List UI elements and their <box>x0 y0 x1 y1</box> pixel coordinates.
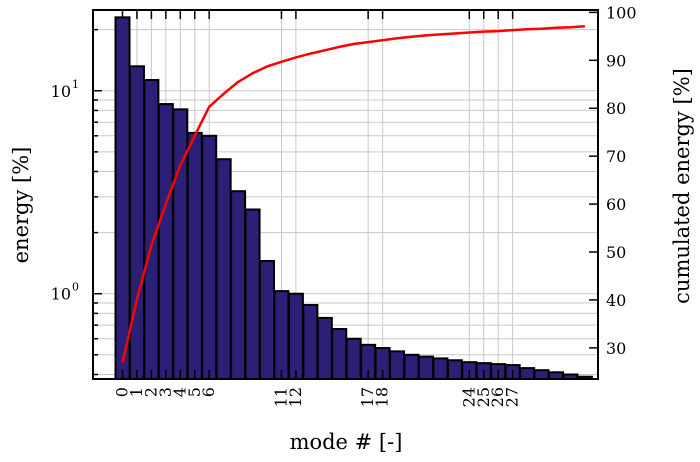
bar <box>201 134 218 380</box>
x-axis-title: mode # [-] <box>290 430 403 454</box>
y-right-tick-label: 30 <box>606 339 626 358</box>
bar <box>287 292 304 380</box>
x-tick-label: 12 <box>286 387 305 407</box>
x-tick-label: 0 <box>113 387 132 397</box>
y-axis-title: energy [%] <box>9 147 33 264</box>
bar <box>345 337 362 380</box>
right-y-axis-title: cumulated energy [%] <box>670 68 694 304</box>
bar <box>172 108 189 381</box>
x-tick-label: 4 <box>170 387 189 397</box>
y-right-tick-label: 90 <box>606 51 626 70</box>
bar <box>389 350 406 381</box>
bar <box>432 357 449 380</box>
y-right-tick-label: 70 <box>606 147 626 166</box>
x-tick-label: 27 <box>503 387 522 407</box>
y-tick-label: 10 <box>51 82 71 101</box>
x-tick-label: 3 <box>156 387 175 397</box>
x-tick-label: 11 <box>271 387 290 407</box>
y-right-tick-label: 50 <box>606 243 626 262</box>
y-right-tick-label: 80 <box>606 99 626 118</box>
y-right-tick-label: 60 <box>606 195 626 214</box>
bar <box>533 369 550 381</box>
x-tick-label: 24 <box>459 387 478 407</box>
x-tick-label: 1 <box>127 387 146 397</box>
x-tick-label: 18 <box>373 387 392 407</box>
x-tick-label: 6 <box>199 387 218 397</box>
bar <box>273 290 290 380</box>
bar <box>302 303 319 380</box>
x-tick-label: 25 <box>474 387 493 407</box>
y-tick-exponent: 0 <box>72 281 79 294</box>
bar <box>331 328 348 380</box>
bar <box>230 190 247 380</box>
bar <box>548 371 564 380</box>
bar <box>128 65 145 380</box>
bar <box>215 158 232 380</box>
y-tick-label: 10 <box>51 285 71 304</box>
axes-layer <box>92 9 599 380</box>
x-tick-label: 26 <box>488 387 507 407</box>
x-tick-label: 2 <box>141 387 160 397</box>
bar <box>316 316 333 381</box>
bar <box>244 208 261 380</box>
bar <box>519 367 536 380</box>
bar <box>403 353 420 381</box>
plot-frame <box>92 9 599 380</box>
x-tick-label: 5 <box>185 387 204 397</box>
y-tick-exponent: 1 <box>72 78 79 91</box>
bar <box>114 16 131 380</box>
cumulated-energy-line <box>121 25 585 363</box>
bar <box>446 359 463 380</box>
bar <box>259 259 275 380</box>
line-layer <box>121 25 585 363</box>
bar <box>157 103 174 380</box>
bar <box>417 355 434 380</box>
y-right-tick-label: 100 <box>606 3 637 22</box>
bar <box>186 131 203 380</box>
x-tick-label: 17 <box>358 387 377 407</box>
y-right-tick-label: 40 <box>606 291 626 310</box>
